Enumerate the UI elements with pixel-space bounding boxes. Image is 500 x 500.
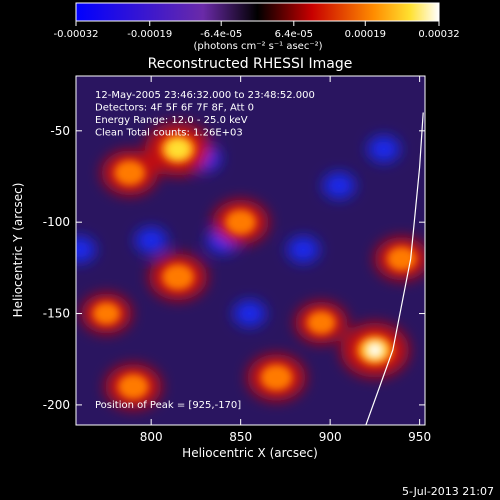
colorbar: -0.00032 -0.00019 -6.4e-05 6.4e-05 0.00019 0.…	[54, 2, 460, 52]
colorbar-gradient	[75, 2, 440, 22]
negative-source-blob	[135, 227, 168, 254]
info-line: 12-May-2005 23:46:32.000 to 23:48:52.000	[95, 90, 315, 101]
y-tick-label: -150	[43, 307, 70, 321]
colorbar-tick-label: 0.00019	[345, 29, 386, 40]
source-core	[306, 310, 336, 335]
peak-core	[368, 344, 382, 356]
colorbar-ticks: -0.00032 -0.00019 -6.4e-05 6.4e-05 0.00019 0.…	[54, 21, 460, 40]
info-line: Energy Range: 12.0 - 25.0 keV	[95, 115, 248, 126]
plot-area	[76, 76, 425, 425]
source-core	[117, 374, 149, 400]
solar-limb-line	[365, 112, 424, 425]
source-hot-core	[166, 139, 190, 159]
negative-source-blob	[287, 236, 320, 263]
source-core	[92, 302, 121, 325]
negative-source-blob	[233, 300, 266, 327]
colorbar-tick-label: 0.00032	[418, 29, 459, 40]
colorbar-tick-label: -0.00032	[54, 29, 99, 40]
y-tick-label: -100	[43, 215, 70, 229]
chart-title: Reconstructed RHESSI Image	[148, 56, 353, 72]
source-core	[114, 160, 146, 186]
source-core	[162, 263, 194, 291]
colorbar-tick-label: -6.4e-05	[200, 29, 242, 40]
source-core	[260, 364, 293, 391]
x-tick-label: 800	[140, 430, 163, 444]
peak-position-label: Position of Peak = [925,-170]	[95, 400, 241, 411]
info-line: Clean Total counts: 1.26E+03	[95, 128, 243, 139]
plot-frame	[75, 75, 426, 426]
negative-source-blob	[323, 172, 356, 199]
y-axis-label: Heliocentric Y (arcsec)	[11, 183, 25, 318]
x-axis-label: Heliocentric X (arcsec)	[182, 446, 318, 460]
colorbar-tick-label: 6.4e-05	[275, 29, 313, 40]
colorbar-units: (photons cm⁻² s⁻¹ asec⁻²)	[193, 41, 322, 52]
colorbar-tick-label: -0.00019	[127, 29, 172, 40]
x-tick-label: 850	[229, 430, 252, 444]
y-tick-label: -50	[50, 124, 70, 138]
timestamp-footer: 5-Jul-2013 21:07	[401, 485, 494, 498]
negative-source-blob	[367, 136, 400, 163]
y-tick-label: -200	[43, 398, 70, 412]
negative-source-blob	[76, 236, 96, 263]
y-axis: -50 -100 -150 -200	[43, 124, 425, 412]
x-tick-label: 950	[408, 430, 431, 444]
x-axis: 800 850 900 950	[140, 76, 431, 444]
info-text: 12-May-2005 23:46:32.000 to 23:48:52.000…	[95, 90, 315, 139]
x-tick-label: 900	[319, 430, 342, 444]
source-core	[225, 209, 257, 235]
info-line: Detectors: 4F 5F 6F 7F 8F, Att 0	[95, 103, 254, 114]
